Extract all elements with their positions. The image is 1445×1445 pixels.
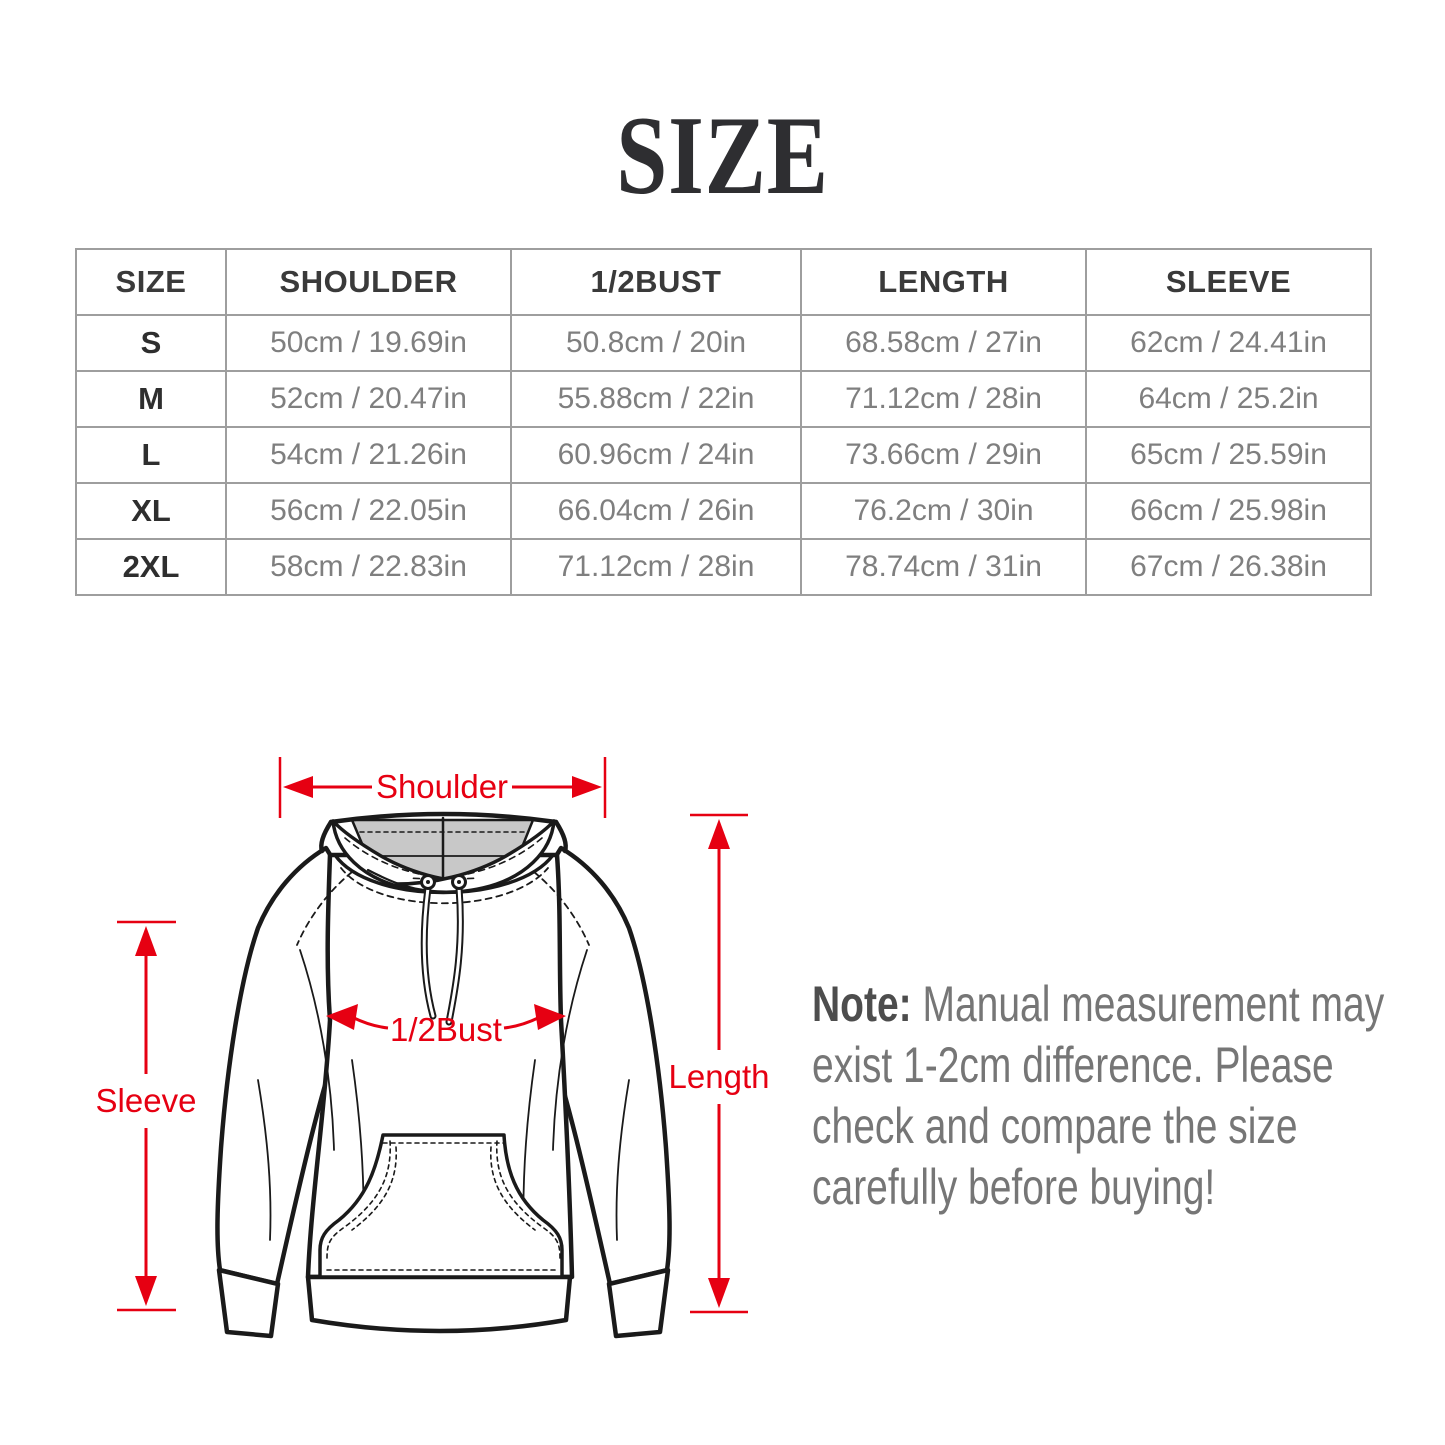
bust-cell: 60.96cm / 24in <box>510 426 802 484</box>
hem-band <box>305 1274 573 1334</box>
note-text: Manual measurement may <box>922 976 1385 1032</box>
sleeve-cell: 65cm / 25.59in <box>1085 426 1372 484</box>
half-bust-measure-arrow: 1/2Bust <box>326 1004 566 1048</box>
shoulder-cell: 56cm / 22.05in <box>225 482 512 540</box>
shoulder-cell: 50cm / 19.69in <box>225 314 512 372</box>
col-header-sleeve: SLEEVE <box>1085 248 1372 316</box>
length-cell: 68.58cm / 27in <box>800 314 1087 372</box>
bust-cell: 50.8cm / 20in <box>510 314 802 372</box>
length-cell: 78.74cm / 31in <box>800 538 1087 596</box>
note-line: exist 1-2cm difference. Please <box>812 1037 1334 1093</box>
hood-right-side <box>553 819 568 854</box>
sleeve-cell: 67cm / 26.38in <box>1085 538 1372 596</box>
drawstrings <box>420 884 464 1026</box>
right-sleeve-fold-line <box>552 949 588 1151</box>
size-cell: XL <box>75 482 227 540</box>
table-row: XL 56cm / 22.05in 66.04cm / 26in 76.2cm … <box>75 482 1372 540</box>
note-line: Note: Manual measurement may <box>812 974 1384 1035</box>
left-cuff <box>216 1267 281 1339</box>
hoodie-measurement-diagram: Shoulder 1/2Bust Length Sleeve <box>96 757 770 1339</box>
sleeve-measure-arrow: Sleeve <box>96 920 197 1312</box>
length-cell: 71.12cm / 28in <box>800 370 1087 428</box>
sleeve-cell: 62cm / 24.41in <box>1085 314 1372 372</box>
length-cell: 73.66cm / 29in <box>800 426 1087 484</box>
sleeve-label: Sleeve <box>96 1082 197 1119</box>
col-header-length: LENGTH <box>800 248 1087 316</box>
col-header-bust: 1/2BUST <box>510 248 802 316</box>
note-label: Note: <box>812 976 912 1032</box>
hood-outer-edge <box>328 811 559 825</box>
pocket-right-stitch-inner <box>489 1146 536 1231</box>
hood-left-side <box>319 819 334 854</box>
pocket-left-stitch-inner <box>351 1146 398 1231</box>
grommets <box>420 874 467 890</box>
right-cuff <box>606 1267 671 1339</box>
shoulder-label: Shoulder <box>376 768 508 805</box>
table-row: M 52cm / 20.47in 55.88cm / 22in 71.12cm … <box>75 370 1372 428</box>
note-line: carefully before buying! <box>812 1159 1216 1215</box>
pocket-left-stitch-outer <box>326 1140 392 1259</box>
pocket-right-stitch-outer <box>495 1140 561 1259</box>
shoulder-measure-arrow: Shoulder <box>278 757 607 818</box>
collar-bottom-stitch <box>340 867 549 905</box>
shoulder-cell: 52cm / 20.47in <box>225 370 512 428</box>
sleeve-cell: 64cm / 25.2in <box>1085 370 1372 428</box>
table-row: 2XL 58cm / 22.83in 71.12cm / 28in 78.74c… <box>75 538 1372 596</box>
length-cell: 76.2cm / 30in <box>800 482 1087 540</box>
size-cell: 2XL <box>75 538 227 596</box>
kangaroo-pocket <box>318 1133 564 1279</box>
table-header-row: SIZE SHOULDER 1/2BUST LENGTH SLEEVE <box>75 248 1372 316</box>
bust-cell: 71.12cm / 28in <box>510 538 802 596</box>
left-sleeve-fold-line <box>299 949 335 1151</box>
table-row: L 54cm / 21.26in 60.96cm / 24in 73.66cm … <box>75 426 1372 484</box>
left-shoulder-seam <box>296 871 353 946</box>
bust-cell: 55.88cm / 22in <box>510 370 802 428</box>
col-header-shoulder: SHOULDER <box>225 248 512 316</box>
size-cell: L <box>75 426 227 484</box>
right-sleeve-outer-fold-line <box>615 1079 630 1241</box>
page-title: SIZE <box>616 94 829 218</box>
collar-bottom-edge <box>333 853 555 895</box>
hoodie-illustration <box>215 811 672 1339</box>
measurement-note: Note: Manual measurement may exist 1-2cm… <box>812 974 1384 1218</box>
left-sleeve-outer-fold-line <box>257 1079 272 1241</box>
table-row: S 50cm / 19.69in 50.8cm / 20in 68.58cm /… <box>75 314 1372 372</box>
shoulder-cell: 58cm / 22.83in <box>225 538 512 596</box>
note-line: check and compare the size <box>812 1098 1298 1154</box>
collar-fold-line <box>366 868 414 890</box>
bust-cell: 66.04cm / 26in <box>510 482 802 540</box>
right-shoulder-seam <box>533 871 590 946</box>
size-cell: S <box>75 314 227 372</box>
shoulder-cell: 54cm / 21.26in <box>225 426 512 484</box>
sleeve-cell: 66cm / 25.98in <box>1085 482 1372 540</box>
length-measure-arrow: Length <box>669 813 770 1314</box>
col-header-size: SIZE <box>75 248 227 316</box>
size-table: SIZE SHOULDER 1/2BUST LENGTH SLEEVE S 50… <box>75 248 1372 596</box>
half-bust-label: 1/2Bust <box>390 1011 502 1048</box>
length-label: Length <box>669 1058 770 1095</box>
size-cell: M <box>75 370 227 428</box>
